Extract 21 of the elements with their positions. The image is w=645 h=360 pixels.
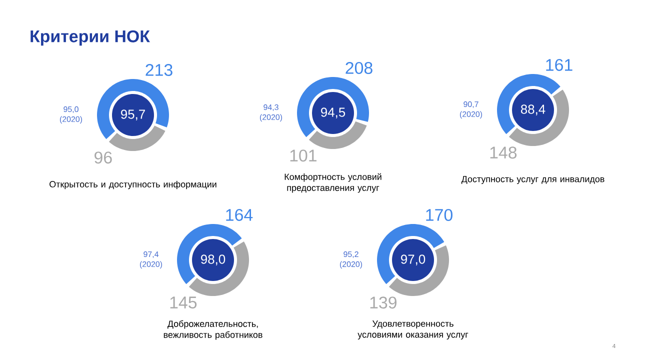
text: Открытость и доступность информации (50, 180, 216, 190)
text: 88,4 (520, 104, 546, 116)
data-label: 101 (290, 150, 316, 162)
data-label: 145 (170, 296, 197, 309)
text: Критерии НОК (30, 30, 150, 46)
data-label: 161 (546, 58, 572, 71)
text: Доброжелательность, вежливость работников (164, 320, 262, 340)
data-label: 170 (426, 208, 452, 221)
text: 97,0 (401, 254, 426, 266)
data-label: 213 (146, 64, 172, 76)
data-label: 164 (226, 208, 253, 221)
text: Доступность услуг для инвалидов (461, 176, 604, 184)
data-label: 139 (370, 296, 397, 309)
text: 98,0 (201, 254, 226, 266)
data-label: 208 (346, 62, 372, 74)
text: 94,5 (321, 108, 346, 118)
data-label: 96 (94, 152, 112, 164)
text: Комфортность условий предоставления услуг (284, 173, 382, 193)
text: 95,7 (121, 110, 145, 120)
data-label: 148 (490, 146, 517, 159)
text: Удовлетворенность условиями оказания услуг (358, 320, 468, 340)
